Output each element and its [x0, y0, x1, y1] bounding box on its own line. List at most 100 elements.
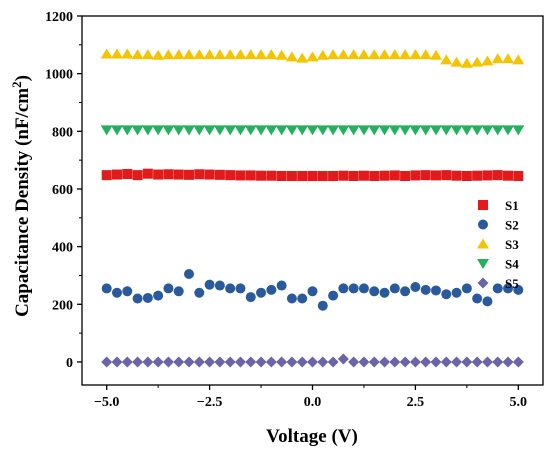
data-point	[513, 170, 524, 181]
data-point	[306, 51, 319, 62]
data-point	[111, 356, 123, 368]
data-point	[451, 287, 462, 298]
data-point	[224, 356, 236, 368]
data-point	[296, 52, 309, 63]
data-point	[122, 286, 133, 297]
data-point	[163, 283, 174, 294]
data-point	[111, 287, 122, 298]
data-point	[328, 170, 339, 181]
data-point	[306, 125, 319, 136]
data-point	[357, 125, 370, 136]
data-point	[358, 170, 369, 181]
data-point	[234, 49, 247, 60]
data-point	[409, 49, 422, 60]
data-point	[101, 283, 112, 294]
data-point	[348, 283, 359, 294]
data-point	[482, 170, 493, 181]
data-point	[235, 283, 246, 294]
axes-layer: 0 200 400 600 800 1000 1200 −5.0 −2.5 0.0 2.5 5.0	[45, 10, 527, 410]
legend-label: S5	[505, 276, 519, 291]
data-point	[441, 170, 452, 181]
data-point	[255, 49, 268, 60]
data-point	[429, 125, 442, 136]
data-point	[450, 56, 463, 67]
data-point	[132, 293, 143, 304]
data-point	[358, 356, 370, 368]
data-point	[337, 353, 349, 365]
data-point	[131, 49, 144, 60]
data-point	[328, 290, 339, 301]
legend-marker	[478, 200, 488, 210]
series-s2	[101, 269, 524, 311]
legend-marker	[477, 238, 489, 249]
data-point	[307, 286, 318, 297]
data-point	[121, 125, 134, 136]
data-point	[379, 356, 391, 368]
data-point	[368, 356, 380, 368]
data-point	[420, 356, 432, 368]
data-point	[132, 356, 144, 368]
data-point	[100, 125, 113, 136]
data-point	[368, 125, 381, 136]
data-point	[214, 356, 226, 368]
data-point	[121, 48, 134, 59]
data-point	[461, 283, 472, 294]
data-point	[213, 125, 226, 136]
data-point	[327, 356, 339, 368]
data-point	[296, 125, 309, 136]
data-point	[430, 285, 441, 296]
plot-area-border	[81, 15, 544, 386]
data-point	[245, 356, 257, 368]
data-point	[204, 356, 216, 368]
data-point	[307, 356, 318, 368]
data-point	[358, 283, 369, 294]
data-point	[122, 168, 133, 179]
data-point	[400, 170, 411, 181]
data-point	[234, 356, 246, 368]
data-point	[472, 170, 483, 181]
legend-marker	[477, 277, 489, 289]
data-point	[245, 292, 256, 303]
x-tick-label: −5.0	[94, 395, 119, 410]
data-point	[378, 49, 391, 60]
y-tick-label: 600	[52, 183, 73, 198]
data-point	[368, 49, 381, 60]
data-point	[369, 286, 380, 297]
data-point	[172, 49, 185, 60]
data-point	[419, 49, 432, 60]
x-tick-label: 0.0	[304, 395, 322, 410]
data-point	[327, 49, 340, 60]
data-point	[275, 49, 288, 60]
data-point	[419, 125, 432, 136]
data-point	[183, 356, 195, 368]
data-point	[512, 54, 525, 65]
data-point	[173, 169, 184, 180]
data-point	[194, 169, 205, 180]
data-point	[388, 125, 401, 136]
data-point	[184, 269, 195, 280]
data-point	[152, 125, 165, 136]
data-point	[440, 356, 452, 368]
data-point	[194, 287, 205, 298]
legend-marker	[478, 219, 488, 230]
data-point	[234, 125, 247, 136]
data-point	[327, 125, 340, 136]
data-point	[430, 170, 441, 181]
data-point	[461, 356, 473, 368]
data-point	[142, 292, 153, 303]
data-point	[410, 281, 421, 292]
data-point	[369, 170, 380, 181]
data-point	[244, 49, 257, 60]
data-point	[110, 48, 123, 59]
data-point	[276, 170, 287, 181]
data-point	[316, 49, 329, 60]
data-point	[203, 49, 216, 60]
data-point	[347, 49, 360, 60]
data-point	[420, 284, 431, 295]
data-point	[132, 170, 143, 181]
data-point	[193, 49, 206, 60]
data-point	[441, 289, 452, 300]
data-point	[256, 287, 267, 298]
data-point	[275, 125, 288, 136]
